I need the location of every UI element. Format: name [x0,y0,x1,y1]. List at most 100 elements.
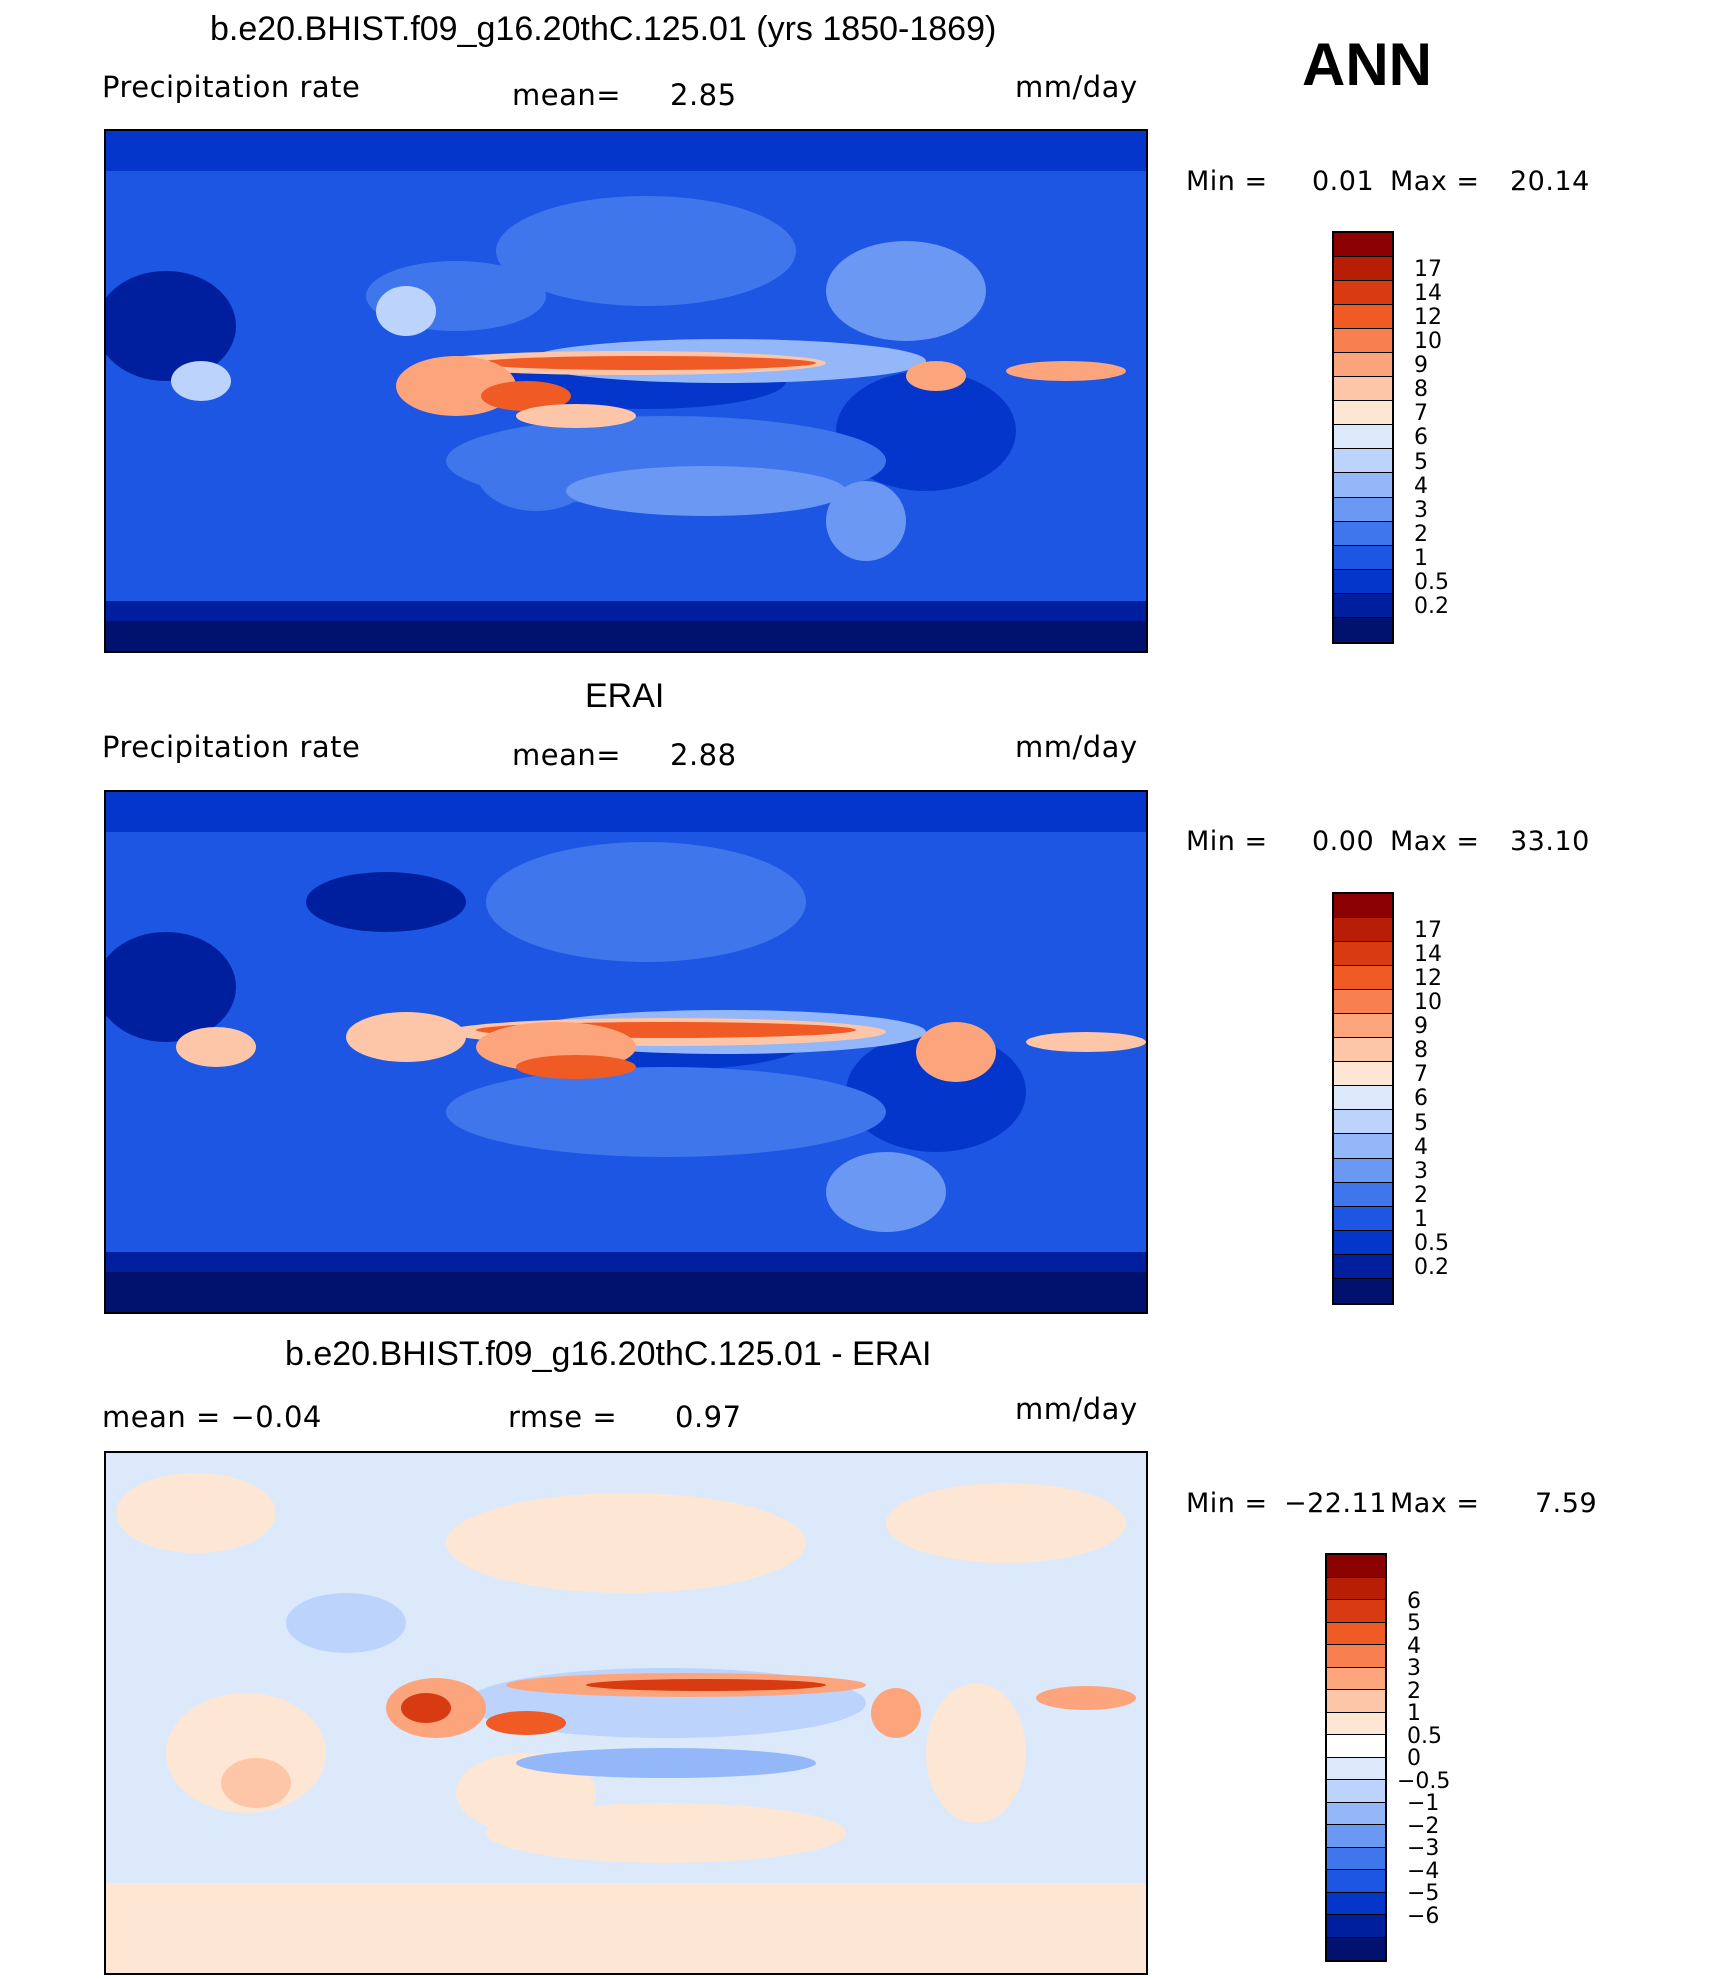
colorbar-tick-label: 12 [1414,966,1442,992]
colorbar-swatch [1327,1870,1385,1893]
colorbar-tick-label: −0.5 [1397,1768,1451,1794]
colorbar-tick-label: 0 [1407,1746,1421,1772]
colorbar-tick-label: 1 [1407,1701,1421,1727]
colorbar-swatch [1334,617,1392,642]
colorbar-tick-label: 6 [1414,1086,1428,1112]
colorbar-tick-label: 3 [1414,497,1428,523]
panel-obs-variable-label: Precipitation rate [102,730,361,764]
colorbar-swatch [1327,1825,1385,1848]
colorbar-tick-label: 6 [1407,1588,1421,1614]
colorbar-swatch [1327,1915,1385,1938]
colorbar-tick-label: 9 [1414,1014,1428,1040]
panel-diff-rmse-value: 0.97 [675,1400,742,1434]
colorbar-swatch [1334,966,1392,991]
colorbar-tick-label: 2 [1414,521,1428,547]
panel-diff-units: mm/day [1015,1392,1138,1426]
colorbar-tick-label: 5 [1414,449,1428,475]
panel-obs-mean-label: mean= [512,738,622,772]
colorbar-swatch [1334,473,1392,498]
panel-obs-map-field [106,792,1146,1312]
colorbar-tick-label: 3 [1407,1656,1421,1682]
colorbar-tick-label: 8 [1414,377,1428,403]
panel-diff-rmse-label: rmse = [508,1400,618,1434]
colorbar-swatch [1327,1645,1385,1668]
panel-obs-max-value: 33.10 [1510,826,1590,857]
panel-model-min-label: Min = [1186,166,1268,197]
colorbar-tick-label: 4 [1407,1633,1421,1659]
colorbar-tick-label: 5 [1414,1110,1428,1136]
colorbar-swatch [1327,1712,1385,1735]
panel-diff-max-value: 7.59 [1535,1488,1598,1519]
colorbar-swatch [1334,425,1392,450]
colorbar-swatch [1334,401,1392,426]
panel-diff-min-value: −22.11 [1284,1488,1387,1519]
colorbar-tick-label: 0.5 [1414,1230,1449,1256]
colorbar-swatch [1334,569,1392,594]
colorbar-swatch [1327,1600,1385,1623]
colorbar-tick-label: 5 [1407,1611,1421,1637]
panel-obs-min-label: Min = [1186,826,1268,857]
colorbar-swatch [1327,1690,1385,1713]
colorbar-tick-label: 10 [1414,990,1442,1016]
colorbar-swatch [1334,1014,1392,1039]
colorbar-swatch [1327,1555,1385,1578]
colorbar-swatch [1334,1206,1392,1231]
colorbar-swatch [1334,305,1392,330]
colorbar-tick-label: 0.5 [1414,569,1449,595]
panel-diff-title: b.e20.BHIST.f09_g16.20thC.125.01 - ERAI [285,1335,932,1373]
colorbar-swatch [1334,593,1392,618]
colorbar-tick-label: 4 [1414,1134,1428,1160]
panel-diff-map-field [106,1453,1146,1973]
panel-model-mean-value: 2.85 [670,78,737,112]
colorbar-swatch [1327,1892,1385,1915]
colorbar-tick-label: 2 [1414,1182,1428,1208]
panel-diff-min-label: Min = [1186,1488,1268,1519]
colorbar-swatch [1327,1802,1385,1825]
colorbar-swatch [1334,233,1392,258]
panel-diff-map [104,1451,1148,1975]
colorbar-tick-label: 4 [1414,473,1428,499]
colorbar-swatch [1334,377,1392,402]
colorbar-swatch [1327,1937,1385,1960]
colorbar-swatch [1327,1667,1385,1690]
colorbar-swatch [1334,353,1392,378]
panel-obs-units: mm/day [1015,730,1138,764]
colorbar-tick-label: −2 [1407,1813,1440,1839]
colorbar-swatch [1334,1134,1392,1159]
panel-obs-title: ERAI [585,677,665,715]
colorbar-swatch [1334,918,1392,943]
colorbar-tick-label: 7 [1414,1062,1428,1088]
panel-diff-max-label: Max = [1390,1488,1480,1519]
colorbar-swatch [1327,1780,1385,1803]
colorbar-swatch [1334,1038,1392,1063]
panel-model-map [104,129,1148,653]
colorbar-swatch [1334,329,1392,354]
colorbar-swatch [1327,1847,1385,1870]
colorbar-tick-label: −6 [1407,1903,1440,1929]
colorbar-tick-label: 7 [1414,401,1428,427]
colorbar-tick-label: −5 [1407,1881,1440,1907]
colorbar-swatch [1334,1278,1392,1303]
colorbar-tick-label: 17 [1414,918,1442,944]
colorbar-tick-label: 0.2 [1414,1254,1449,1280]
colorbar-tick-label: 8 [1414,1038,1428,1064]
colorbar-swatch [1334,1062,1392,1087]
colorbar-swatch [1327,1622,1385,1645]
panel-model-colorbar [1332,231,1394,644]
colorbar-swatch [1334,497,1392,522]
panel-obs-max-label: Max = [1390,826,1480,857]
colorbar-tick-label: 0.5 [1407,1723,1442,1749]
colorbar-tick-label: 12 [1414,305,1442,331]
colorbar-swatch [1334,894,1392,919]
colorbar-swatch [1327,1757,1385,1780]
colorbar-swatch [1334,990,1392,1015]
colorbar-swatch [1334,257,1392,282]
panel-model-variable-label: Precipitation rate [102,70,361,104]
colorbar-swatch [1334,281,1392,306]
panel-obs-colorbar [1332,892,1394,1305]
panel-model-map-field [106,131,1146,651]
colorbar-tick-label: −3 [1407,1836,1440,1862]
colorbar-tick-label: 10 [1414,329,1442,355]
panel-model-max-label: Max = [1390,166,1480,197]
panel-obs-map [104,790,1148,1314]
